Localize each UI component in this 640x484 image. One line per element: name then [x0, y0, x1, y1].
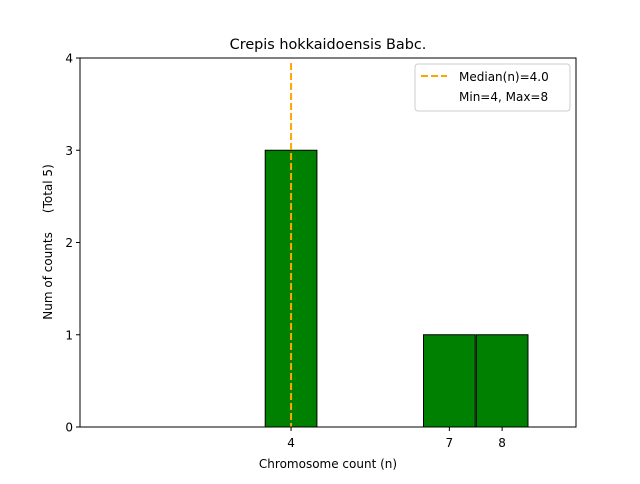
bar-8 [475, 334, 529, 428]
legend-entry-median: Median(n)=4.0 [459, 70, 549, 84]
x-tick-label: 8 [498, 436, 506, 450]
x-axis-label: Chromosome count (n) [259, 457, 397, 471]
x-axis-ticks: 4 7 8 [287, 427, 506, 450]
bars [264, 149, 529, 428]
bar-7 [423, 334, 476, 428]
y-tick-label: 3 [65, 144, 73, 158]
y-tick-label: 1 [65, 328, 73, 342]
chart-title: Crepis hokkaidoensis Babc. [230, 37, 427, 53]
x-tick-label: 4 [287, 436, 295, 450]
y-tick-label: 4 [65, 52, 73, 66]
legend: Median(n)=4.0 Min=4, Max=8 [414, 63, 571, 112]
x-tick-label: 7 [446, 436, 454, 450]
y-axis-ticks: 0 1 2 3 4 [65, 52, 80, 435]
y-tick-label: 2 [65, 236, 73, 250]
legend-entry-minmax: Min=4, Max=8 [459, 90, 548, 104]
y-axis-label: Num of counts (Total 5) [41, 164, 55, 319]
legend-box [414, 63, 571, 112]
y-tick-label: 0 [65, 421, 73, 435]
